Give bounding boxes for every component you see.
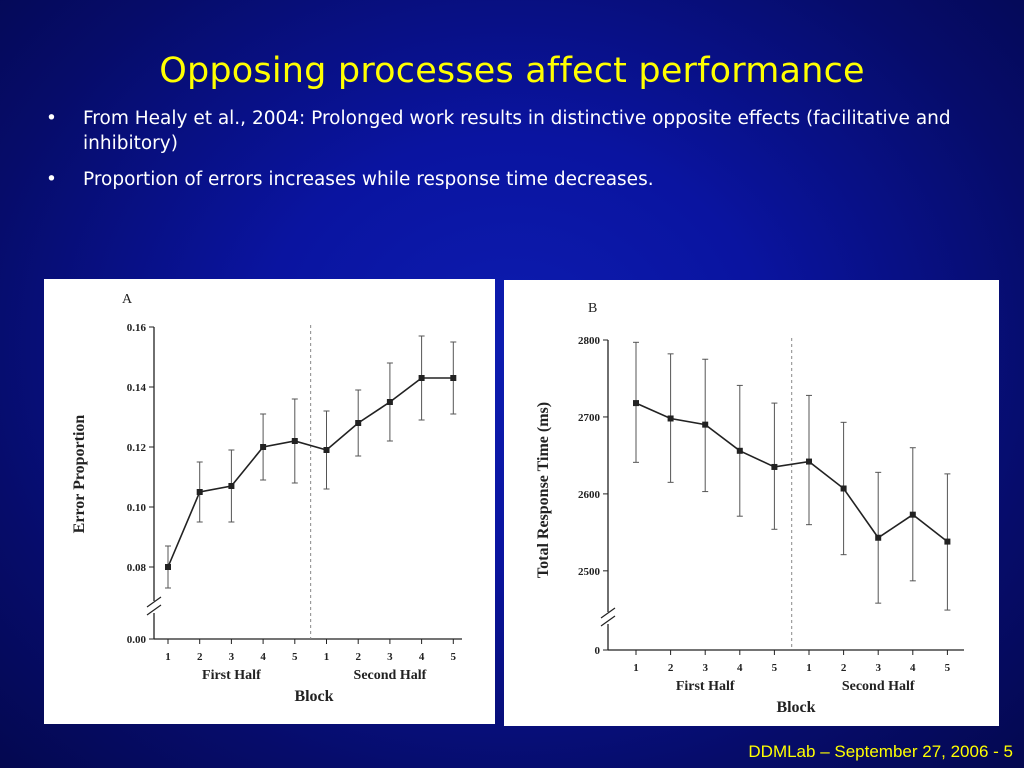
x-tick-label: 2: [841, 662, 847, 674]
x-tick-label: 2: [197, 651, 203, 663]
data-point: [633, 400, 639, 407]
x-group-label: Second Half: [354, 668, 427, 683]
data-point: [944, 538, 951, 545]
data-point: [355, 420, 362, 426]
data-point: [418, 375, 425, 381]
y-axis-title: Error Proportion: [71, 415, 88, 534]
x-tick-label: 3: [702, 662, 708, 674]
data-point: [909, 511, 916, 518]
y-axis-title: Total Response Time (ms): [535, 402, 552, 578]
data-point: [386, 399, 393, 405]
y-tick-label: 0: [595, 645, 601, 657]
y-tick-label: 2700: [578, 412, 601, 424]
y-tick-label: 2800: [578, 335, 601, 347]
bullet-list: • From Healy et al., 2004: Prolonged wor…: [46, 106, 986, 203]
y-tick-label: 0.00: [127, 634, 147, 646]
series-line: [167, 377, 454, 568]
x-tick-label: 5: [945, 662, 951, 674]
slide-title: Opposing processes affect performance: [159, 51, 865, 91]
series-line: [635, 402, 948, 543]
y-tick-label: 0.16: [127, 322, 147, 334]
x-tick-label: 1: [165, 651, 171, 663]
data-point: [323, 447, 330, 453]
panel-label: A: [122, 292, 133, 307]
bullet-text: From Healy et al., 2004: Prolonged work …: [83, 108, 951, 154]
y-tick-label: 0.10: [127, 502, 147, 514]
data-point: [840, 485, 847, 492]
figure-panel-a: A 0.00 0.08 0.10 0.12 0.14 0.16 1 2 3 4 5 1 2 3 4 5 First…: [44, 279, 495, 724]
x-tick-label: 1: [806, 662, 812, 674]
y-tick-label: 0.08: [127, 562, 147, 574]
bullet-item: • Proportion of errors increases while r…: [46, 167, 986, 192]
data-point: [806, 458, 812, 465]
data-point: [771, 463, 778, 470]
data-point: [291, 438, 298, 444]
x-tick-label: 5: [772, 662, 778, 674]
bullet-dot: •: [46, 108, 57, 129]
y-tick-label: 2500: [578, 566, 601, 578]
footer-text: DDMLab – September 27, 2006 - 5: [748, 742, 1013, 761]
bullet-dot: •: [46, 169, 57, 190]
bullet-text: Proportion of errors increases while res…: [83, 169, 654, 190]
chart-a: A 0.00 0.08 0.10 0.12 0.14 0.16 1 2 3 4 5 1 2 3 4 5 First…: [71, 292, 462, 705]
x-tick-label: 2: [668, 662, 674, 674]
y-tick-label: 0.12: [127, 442, 147, 454]
axis-break-mark: [600, 615, 616, 627]
x-tick-label: 4: [419, 651, 425, 663]
x-tick-label: 2: [355, 651, 361, 663]
data-point: [165, 564, 171, 570]
x-tick-label: 5: [451, 651, 457, 663]
x-group-label: First Half: [676, 679, 735, 694]
bullet-item: • From Healy et al., 2004: Prolonged wor…: [46, 106, 986, 156]
x-tick-label: 1: [324, 651, 330, 663]
x-axis-title: Block: [294, 688, 333, 705]
data-point: [196, 489, 203, 495]
x-tick-label: 4: [910, 662, 916, 674]
x-tick-label: 5: [292, 651, 298, 663]
axis-break-mark: [146, 604, 162, 616]
x-tick-label: 4: [737, 662, 743, 674]
x-tick-label: 1: [633, 662, 639, 674]
axis-break-mark: [600, 607, 616, 619]
y-tick-label: 2600: [578, 489, 601, 501]
axis-break-mark: [146, 596, 162, 608]
data-point: [228, 483, 235, 489]
x-tick-label: 4: [260, 651, 266, 663]
x-tick-label: 3: [229, 651, 235, 663]
data-point: [260, 444, 267, 450]
data-point: [450, 375, 457, 381]
x-tick-label: 3: [875, 662, 881, 674]
data-point: [736, 447, 743, 454]
x-group-label: First Half: [202, 668, 261, 683]
y-tick-label: 0.14: [127, 382, 147, 394]
x-tick-label: 3: [387, 651, 393, 663]
x-axis-title: Block: [776, 699, 815, 716]
chart-b: B 0 2500 2600 2700 2800 1 2 3 4 5 1 2 3 4 5 First Half Se…: [535, 301, 964, 716]
panel-label: B: [588, 301, 597, 316]
data-point: [875, 534, 882, 541]
x-group-label: Second Half: [842, 679, 915, 694]
data-point: [667, 415, 674, 422]
data-point: [702, 421, 709, 428]
figure-panel-b: B 0 2500 2600 2700 2800 1 2 3 4 5 1 2 3 4 5 First Half Se…: [504, 280, 999, 726]
